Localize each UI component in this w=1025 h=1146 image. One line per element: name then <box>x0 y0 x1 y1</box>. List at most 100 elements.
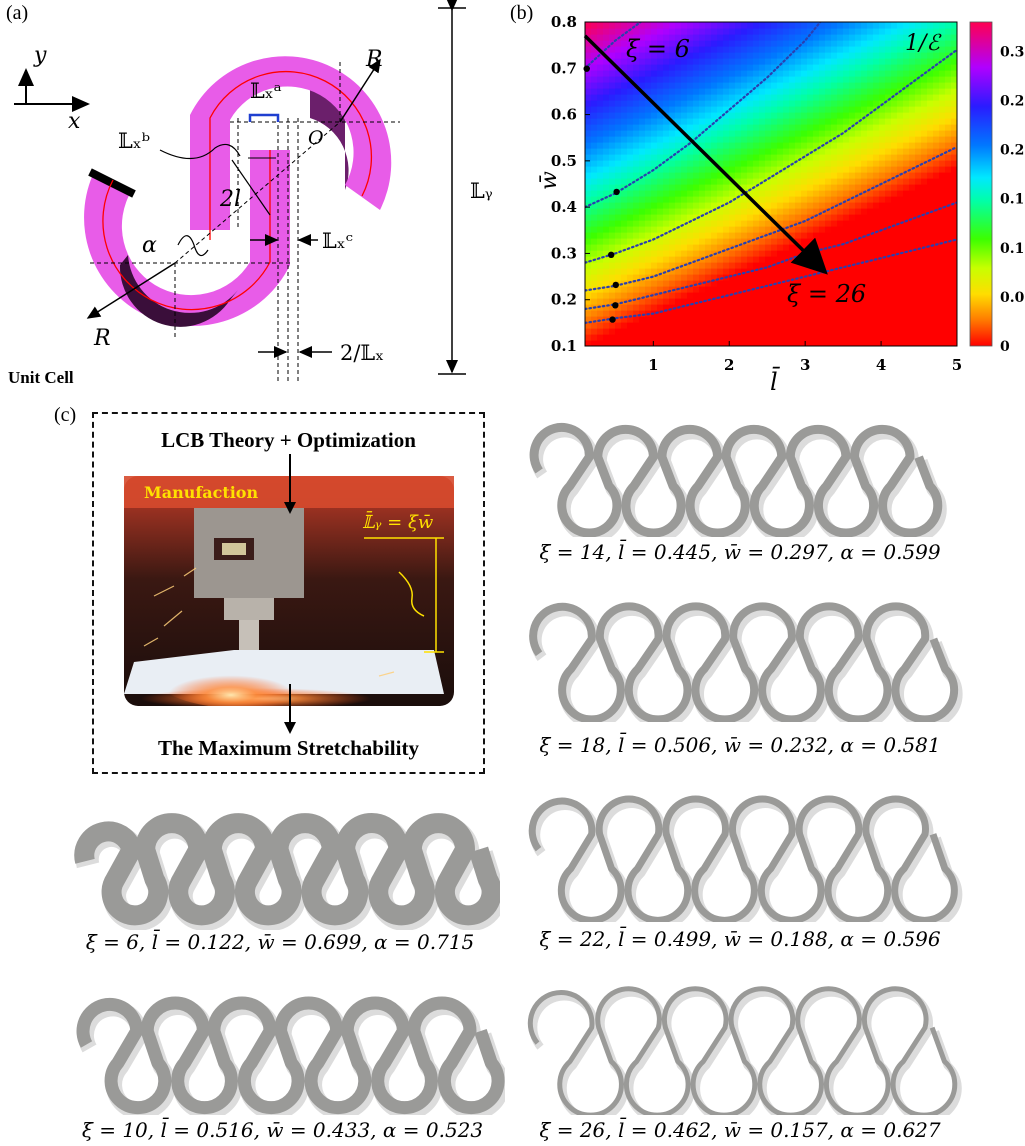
heatmap-cell <box>945 94 952 101</box>
heatmap-cell <box>693 238 700 245</box>
heatmap-cell <box>951 148 957 155</box>
heatmap-cell <box>771 208 778 215</box>
heatmap-cell <box>693 190 700 197</box>
heatmap-cell <box>939 124 946 131</box>
heatmap-cell <box>837 250 844 257</box>
heatmap-cell <box>717 292 724 299</box>
heatmap-cell <box>621 310 628 317</box>
label-Lxa: 𝕃ₓᵃ <box>250 79 282 103</box>
heatmap-cell <box>777 202 784 209</box>
heatmap-cell <box>921 184 928 191</box>
heatmap-cell <box>717 136 724 143</box>
heatmap-cell <box>933 70 940 77</box>
heatmap-cell <box>795 28 802 35</box>
heatmap-cell <box>693 250 700 257</box>
heatmap-cell <box>693 70 700 77</box>
heatmap-cell <box>747 40 754 47</box>
heatmap-cell <box>765 292 772 299</box>
heatmap-cell <box>705 28 712 35</box>
specimen-ribbon <box>529 422 943 537</box>
heatmap-cell <box>939 340 946 346</box>
heatmap-cell <box>717 256 724 263</box>
heatmap-cell <box>843 154 850 161</box>
heatmap-cell <box>699 34 706 41</box>
heatmap-cell <box>735 340 742 346</box>
heatmap-cell <box>933 190 940 197</box>
heatmap-cell <box>747 28 754 35</box>
heatmap-cell <box>735 292 742 299</box>
heatmap-cell <box>861 196 868 203</box>
heatmap-cell <box>915 322 922 329</box>
heatmap-cell <box>615 184 622 191</box>
heatmap-cell <box>825 40 832 47</box>
heatmap-cell <box>735 40 742 47</box>
heatmap-cell <box>897 256 904 263</box>
heatmap-cell <box>807 202 814 209</box>
heatmap-cell <box>585 214 592 221</box>
heatmap-cell <box>717 88 724 95</box>
heatmap-cell <box>789 28 796 35</box>
heatmap-cell <box>669 184 676 191</box>
heatmap-cell <box>885 238 892 245</box>
heatmap-cell <box>639 316 646 323</box>
heatmap-cell <box>603 184 610 191</box>
heatmap-cell <box>663 286 670 293</box>
heatmap-cell <box>885 310 892 317</box>
heatmap-cell <box>951 34 957 41</box>
heatmap-cell <box>849 142 856 149</box>
heatmap-cell <box>645 76 652 83</box>
heatmap-cell <box>825 82 832 89</box>
heatmap-cell <box>819 280 826 287</box>
heatmap-cell <box>783 280 790 287</box>
heatmap-cell <box>777 166 784 173</box>
heatmap-cell <box>753 280 760 287</box>
heatmap-cell <box>813 52 820 59</box>
heatmap-cell <box>861 40 868 47</box>
heatmap-cell <box>921 280 928 287</box>
x-axis-label: l̄ <box>770 367 781 396</box>
heatmap-cell <box>717 280 724 287</box>
heatmap-cell <box>759 178 766 185</box>
heatmap-cell <box>939 250 946 257</box>
heatmap-cell <box>837 286 844 293</box>
heatmap-cell <box>627 328 634 335</box>
heatmap-cell <box>879 76 886 83</box>
heatmap-cell <box>837 154 844 161</box>
heatmap-cell <box>711 76 718 83</box>
heatmap-cell <box>741 88 748 95</box>
heatmap-cell <box>777 334 784 341</box>
heatmap-cell <box>939 160 946 167</box>
x-tick-label: 2 <box>724 356 734 374</box>
heatmap-cell <box>933 226 940 233</box>
heatmap-cell <box>801 124 808 131</box>
heatmap-cell <box>735 262 742 269</box>
heatmap-cell <box>639 46 646 53</box>
heatmap-cell <box>783 58 790 65</box>
heatmap-cell <box>621 196 628 203</box>
heatmap-cell <box>843 148 850 155</box>
heatmap-cell <box>939 76 946 83</box>
heatmap-cell <box>765 40 772 47</box>
heatmap-cell <box>771 190 778 197</box>
heatmap-cell <box>825 172 832 179</box>
heatmap-cell <box>675 310 682 317</box>
heatmap-cell <box>699 52 706 59</box>
heatmap-cell <box>783 310 790 317</box>
heatmap-cell <box>879 136 886 143</box>
heatmap-cell <box>849 232 856 239</box>
heatmap-cell <box>927 94 934 101</box>
heatmap-cell <box>795 214 802 221</box>
heatmap-cell <box>873 22 880 29</box>
heatmap-cell <box>759 262 766 269</box>
heatmap-cell <box>669 76 676 83</box>
heatmap-cell <box>831 214 838 221</box>
heatmap-cell <box>855 292 862 299</box>
heatmap-cell <box>873 118 880 125</box>
heatmap-cell <box>753 34 760 41</box>
heatmap-cell <box>615 340 622 346</box>
heatmap-cell <box>807 88 814 95</box>
heatmap-cell <box>879 250 886 257</box>
heatmap-cell <box>825 124 832 131</box>
heatmap-cell <box>765 142 772 149</box>
heatmap-cell <box>741 52 748 59</box>
